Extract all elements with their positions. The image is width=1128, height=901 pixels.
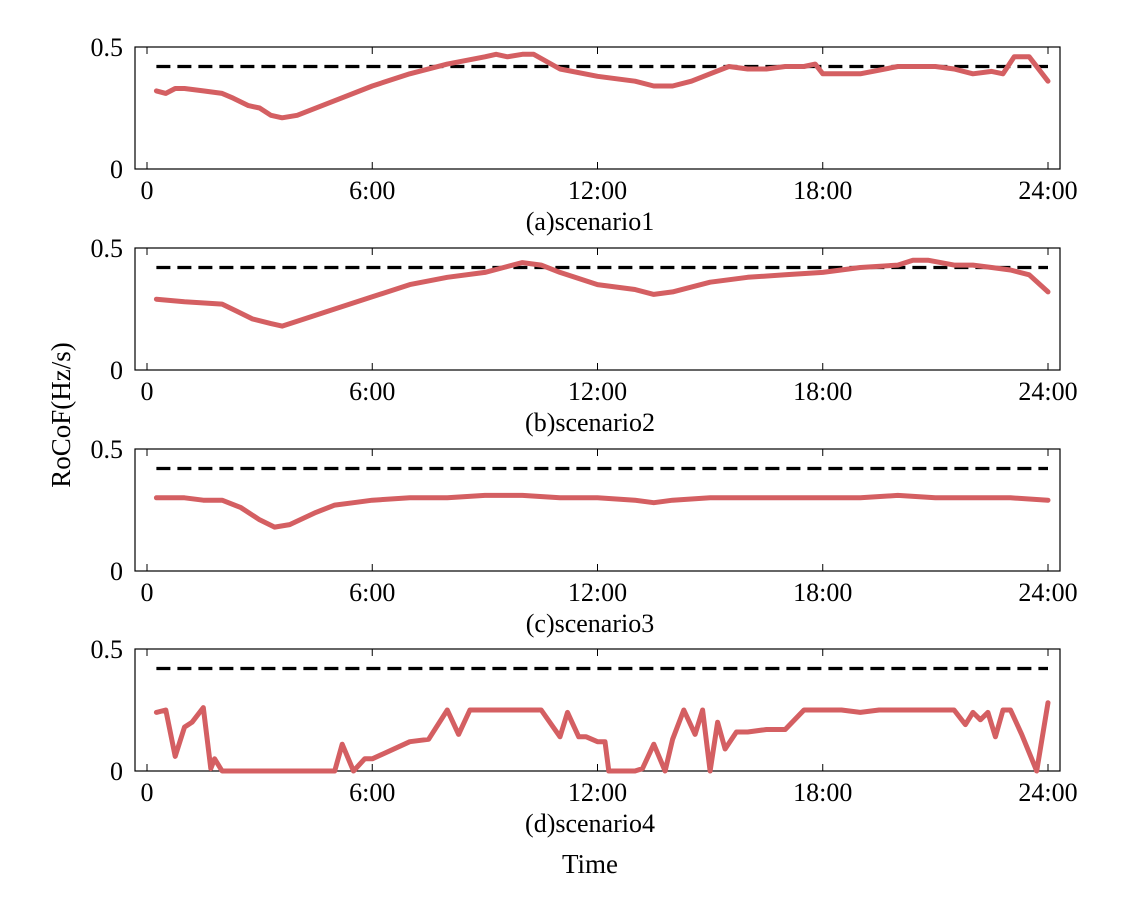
x-tick-label: 12:00 [568, 578, 627, 607]
x-tick-label: 18:00 [793, 377, 852, 406]
series-line [153, 492, 1051, 530]
series-line [153, 257, 1051, 329]
series-line [153, 700, 1051, 774]
panel-caption: (b)scenario2 [525, 408, 655, 437]
x-tick-label: 12:00 [568, 377, 627, 406]
x-tick-label: 0 [141, 578, 154, 607]
x-tick-label: 18:00 [793, 176, 852, 205]
y-tick-label: 0 [110, 557, 123, 586]
x-tick-label: 0 [141, 377, 154, 406]
x-tick-label: 24:00 [1018, 176, 1077, 205]
y-tick-label: 0.5 [91, 435, 124, 464]
panel-caption: (a)scenario1 [526, 207, 654, 236]
chart-panel-2: 0 6:00 12:00 18:00 24:00 0 0.5 (b)scenario2 [91, 234, 1078, 437]
y-tick-label: 0.5 [91, 33, 124, 62]
chart-panel-3: 0 6:00 12:00 18:00 24:00 0 0.5 (c)scenario3 [91, 435, 1078, 638]
x-tick-label: 6:00 [349, 176, 395, 205]
y-tick-label: 0 [110, 356, 123, 385]
x-tick-label: 0 [141, 778, 154, 807]
y-axis-label: RoCoF(Hz/s) [46, 342, 76, 488]
chart-panel-4: 0 6:00 12:00 18:00 24:00 0 0.5 (d)scenario4 [91, 635, 1078, 838]
y-tick-label: 0 [110, 757, 123, 786]
panel-caption: (d)scenario4 [525, 809, 655, 838]
x-tick-label: 24:00 [1018, 578, 1077, 607]
chart-panels: 0 6:00 12:00 18:00 24:00 0 0.5 (a)scenario1 0 6:0… [91, 33, 1078, 838]
x-tick-label: 6:00 [349, 778, 395, 807]
x-axis-label: Time [562, 849, 618, 879]
x-tick-label: 6:00 [349, 578, 395, 607]
series-line [153, 51, 1051, 121]
x-tick-label: 18:00 [793, 578, 852, 607]
y-tick-label: 0.5 [91, 234, 124, 263]
x-tick-label: 12:00 [568, 176, 627, 205]
x-tick-label: 24:00 [1018, 778, 1077, 807]
x-tick-label: 24:00 [1018, 377, 1077, 406]
y-tick-label: 0 [110, 155, 123, 184]
x-tick-label: 0 [141, 176, 154, 205]
panel-caption: (c)scenario3 [526, 609, 654, 638]
chart-panel-1: 0 6:00 12:00 18:00 24:00 0 0.5 (a)scenario1 [91, 33, 1078, 236]
x-tick-label: 12:00 [568, 778, 627, 807]
x-tick-label: 6:00 [349, 377, 395, 406]
y-tick-label: 0.5 [91, 635, 124, 664]
x-tick-label: 18:00 [793, 778, 852, 807]
